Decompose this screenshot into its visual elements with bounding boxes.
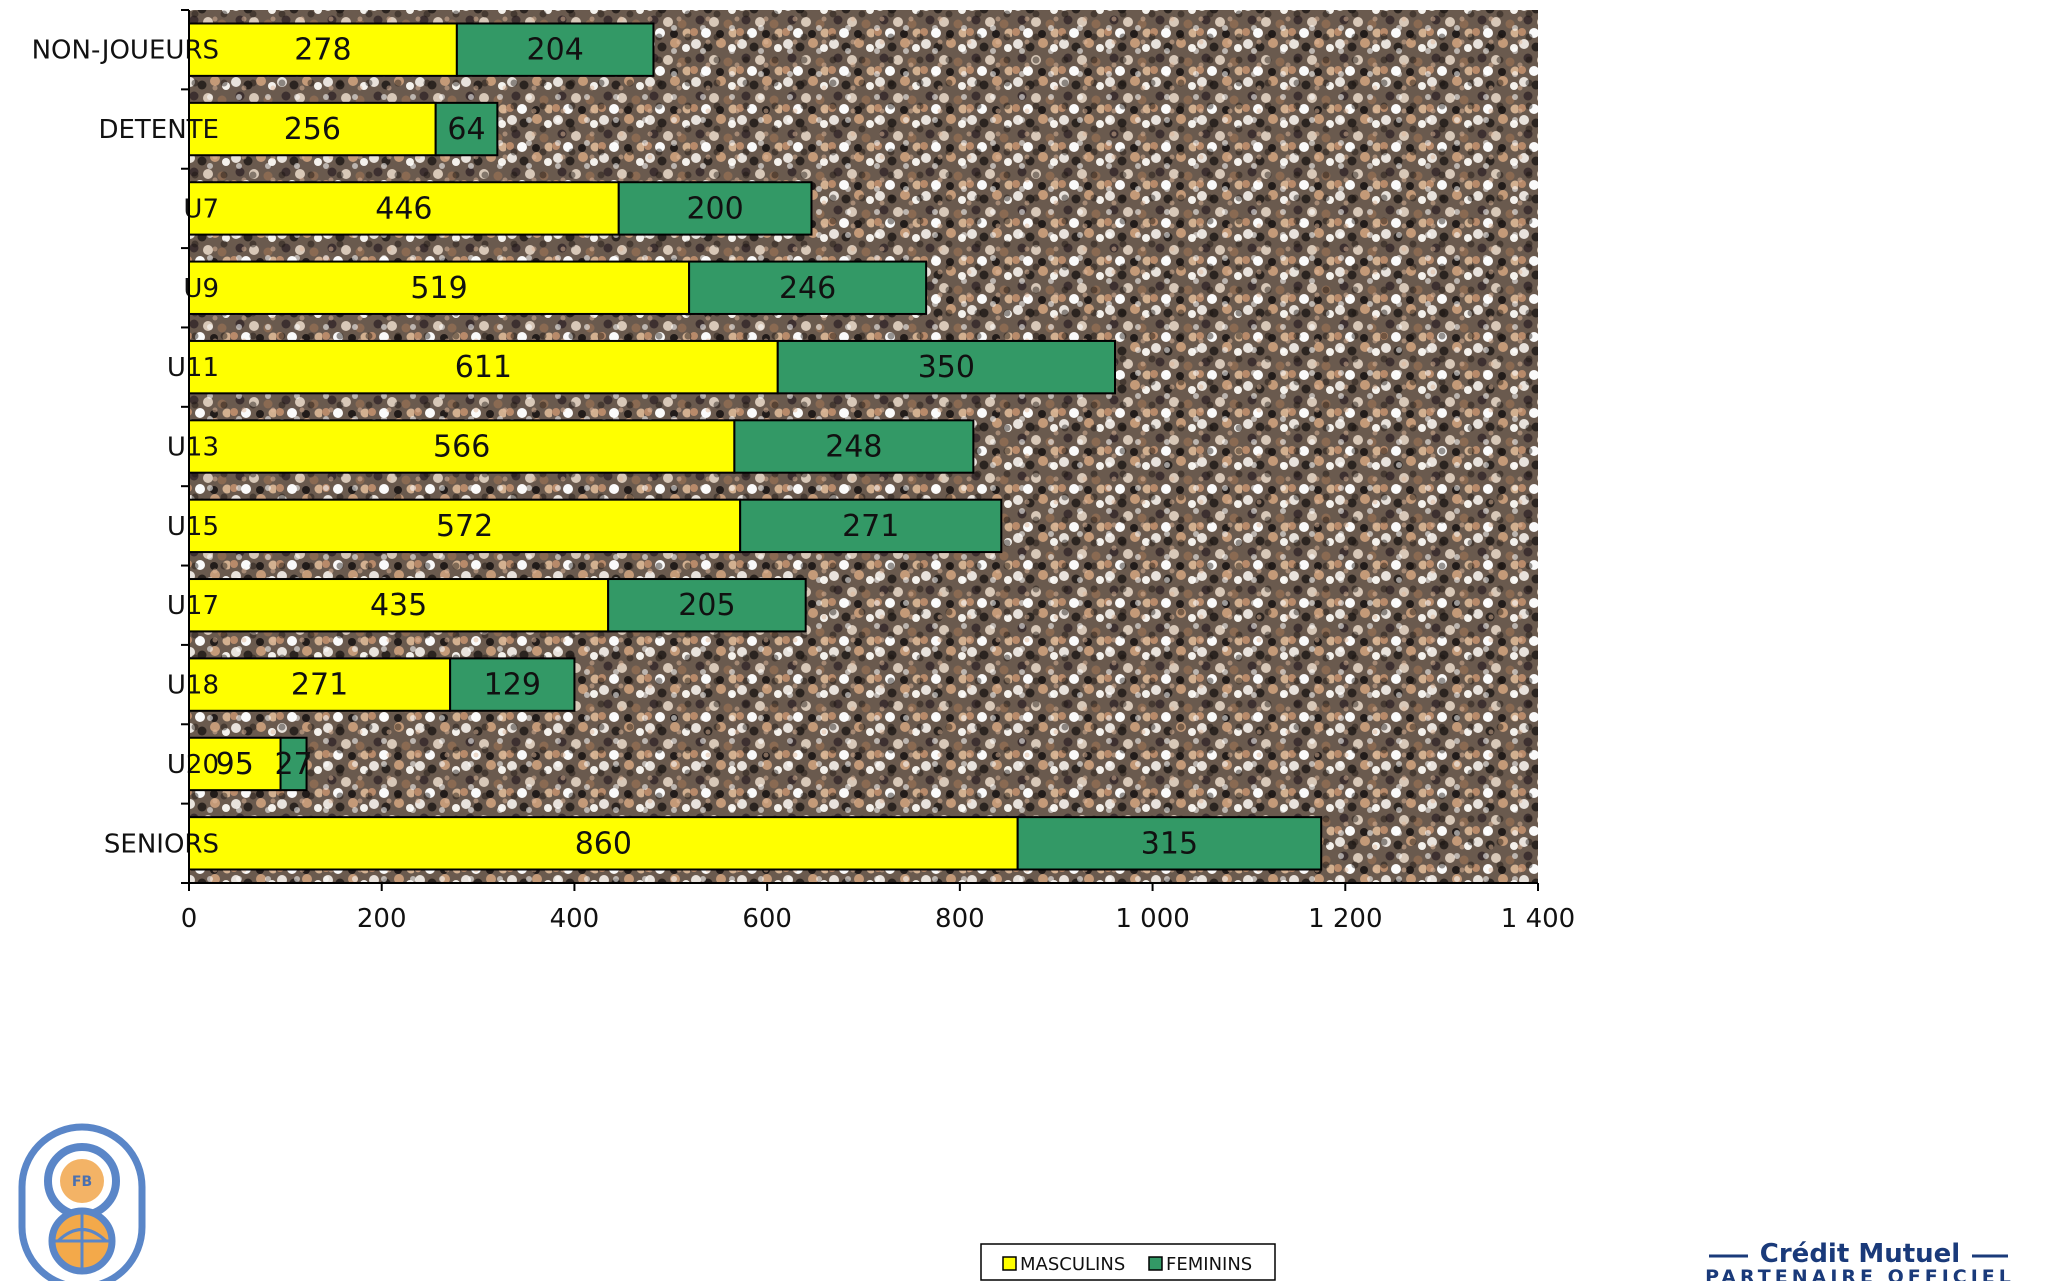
- bar-value-label: 566: [433, 430, 490, 465]
- bar-value-label: 246: [779, 271, 836, 306]
- bar-masculins-u15: [188, 498, 742, 554]
- bar-feminins-seniors: [1016, 816, 1323, 871]
- bar-masculins-u20: [188, 736, 282, 792]
- x-tick-label: 400: [550, 904, 600, 934]
- category-label: DETENTE: [98, 115, 219, 145]
- bar-feminins-non-joueurs: [455, 22, 655, 77]
- bar-value-label: 519: [410, 271, 467, 306]
- bar-feminins-u17: [607, 578, 807, 633]
- category-label: U17: [167, 591, 219, 621]
- legend-label-feminins: FEMININS: [1166, 1254, 1252, 1275]
- bar-masculins-detente: [188, 101, 437, 157]
- sponsor-tagline: PARTENAIRE OFFICIEL: [1705, 1266, 2015, 1281]
- bar-masculins-non-joueurs: [188, 22, 458, 77]
- category-label: U13: [167, 433, 219, 463]
- bar-feminins-u18: [449, 657, 576, 712]
- bar-value-label: 27: [274, 747, 312, 782]
- category-label: U15: [167, 512, 219, 542]
- bar-value-label: 248: [825, 430, 882, 465]
- bar-feminins-u11: [776, 339, 1116, 395]
- legend-swatch-masculins: [1002, 1256, 1017, 1271]
- bar-value-label: 860: [575, 826, 632, 861]
- bar-masculins-u13: [188, 419, 736, 474]
- x-tick-label: 600: [742, 904, 792, 934]
- bar-feminins-u13: [733, 419, 975, 474]
- x-tick-label: 1 400: [1501, 904, 1575, 934]
- bar-value-label: 64: [447, 112, 485, 147]
- bar-value-label: 611: [455, 350, 512, 385]
- sponsor-name: Crédit Mutuel: [1760, 1239, 1960, 1269]
- x-tick-label: 0: [181, 904, 198, 934]
- bar-masculins-u9: [188, 260, 691, 315]
- legend-box: [980, 1243, 1276, 1281]
- category-label: U11: [167, 353, 219, 383]
- bar-feminins-u20: [279, 736, 308, 792]
- bar-value-label: 204: [527, 33, 584, 68]
- federation-logo: FB: [18, 1123, 146, 1281]
- bar-value-label: 572: [436, 509, 493, 544]
- category-label: U18: [167, 671, 219, 701]
- legend-swatch-feminins: [1148, 1256, 1163, 1271]
- category-label: U20: [167, 750, 219, 780]
- bar-value-label: 435: [370, 588, 427, 623]
- bar-value-label: 200: [686, 191, 743, 226]
- category-label: NON-JOUEURS: [32, 36, 219, 66]
- bar-masculins-seniors: [188, 816, 1019, 871]
- bar-feminins-detente: [434, 101, 499, 157]
- bar-value-label: 205: [678, 588, 735, 623]
- bar-feminins-u15: [739, 498, 1003, 554]
- federation-logo-text: FB: [72, 1174, 92, 1190]
- bar-value-label: 256: [284, 112, 341, 147]
- x-tick-label: 1 000: [1115, 904, 1189, 934]
- bar-feminins-u7: [617, 181, 813, 236]
- bar-value-label: 350: [918, 350, 975, 385]
- bar-feminins-u9: [688, 260, 928, 315]
- legend-label-masculins: MASCULINS: [1020, 1254, 1125, 1275]
- bar-value-label: 278: [294, 33, 351, 68]
- plot-area: 278 204 256 64 446 200 519 246 611 350 566 248 572 27…: [188, 22, 1323, 871]
- bar-value-label: 129: [484, 668, 541, 703]
- bar-value-label: 315: [1141, 826, 1198, 861]
- legend: MASCULINS FEMININS: [980, 1243, 1276, 1281]
- bar-value-label: 271: [291, 668, 348, 703]
- bar-value-label: 95: [216, 747, 254, 782]
- x-tick-label: 1 200: [1308, 904, 1382, 934]
- x-tick-label: 800: [935, 904, 985, 934]
- bar-value-label: 446: [375, 191, 432, 226]
- category-label: SENIORS: [104, 829, 219, 859]
- sponsor-logo: Crédit Mutuel PARTENAIRE OFFICIEL: [1705, 1239, 2015, 1281]
- axes: NON-JOUEURSDETENTEU7U9U11U13U15U17U18U20…: [32, 9, 1575, 934]
- bar-value-label: 271: [842, 509, 899, 544]
- x-tick-label: 200: [357, 904, 407, 934]
